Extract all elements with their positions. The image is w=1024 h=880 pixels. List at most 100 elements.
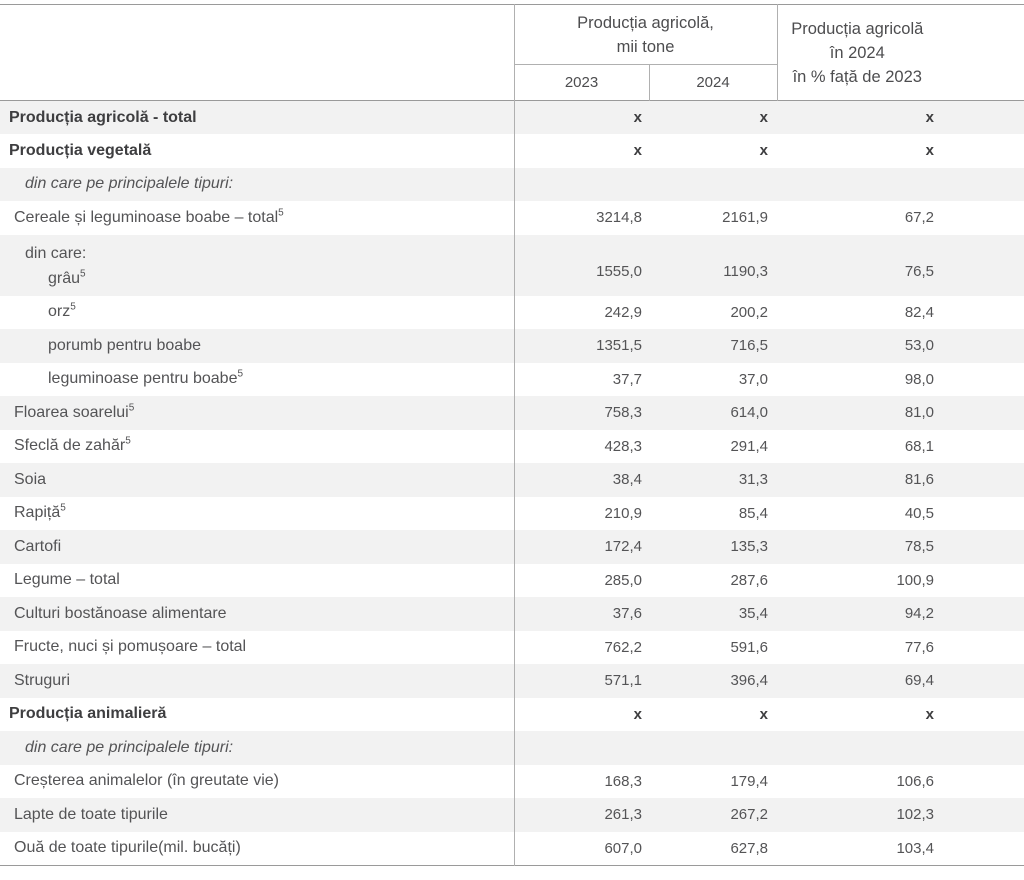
footnote-marker: 5 bbox=[60, 502, 66, 514]
value-percent: 67,2 bbox=[904, 209, 935, 227]
value-percent: 81,6 bbox=[904, 471, 935, 489]
row-label: Floarea soarelui5 bbox=[0, 396, 515, 430]
value-2024: 179,4 bbox=[730, 772, 769, 790]
value-percent: x bbox=[925, 109, 935, 126]
value-2024: 614,0 bbox=[730, 404, 769, 422]
table-row: Creșterea animalelor (în greutate vie) 16… bbox=[0, 764, 1024, 798]
value-percent: 106,6 bbox=[896, 772, 935, 790]
value-2024: 716,5 bbox=[730, 337, 769, 355]
value-2024: 200,2 bbox=[730, 303, 769, 321]
row-label-text: Struguri bbox=[14, 671, 71, 689]
row-label: porumb pentru boabe bbox=[0, 329, 515, 363]
table-row: Legume – total 285,0 287,6 100,9 bbox=[0, 563, 1024, 597]
value-2023: x bbox=[633, 142, 642, 160]
row-label-text: Ouă de toate tipurile(mil. bucăți) bbox=[14, 839, 241, 856]
value-percent: 77,6 bbox=[904, 638, 935, 656]
value-2024: x bbox=[759, 705, 769, 723]
row-label-text: Lapte de toate tipurile bbox=[14, 805, 168, 823]
value-2023: 1555,0 bbox=[596, 263, 642, 280]
value-2023: 37,6 bbox=[612, 605, 642, 623]
row-label: orz5 bbox=[0, 295, 515, 329]
row-label: din care pe principalele tipuri: bbox=[0, 731, 515, 765]
table-body: Producția agricolă - total x x x Producția v… bbox=[0, 100, 1024, 865]
value-percent: 98,0 bbox=[904, 370, 935, 388]
footnote-marker: 5 bbox=[128, 402, 135, 414]
value-2023: 38,4 bbox=[612, 471, 642, 489]
column-header-2023: 2023 bbox=[514, 64, 650, 101]
footnote-marker: 5 bbox=[80, 268, 86, 280]
row-label-text: Rapiță5 bbox=[14, 502, 66, 522]
production-table: Producția agricolă, mii tone Producția a… bbox=[0, 4, 1024, 866]
row-label-text: orz5 bbox=[48, 301, 76, 321]
value-2023 bbox=[514, 731, 649, 765]
value-2023: 168,3 bbox=[604, 772, 642, 790]
table-row: Struguri 571,1 396,4 69,4 bbox=[0, 664, 1024, 698]
value-2023 bbox=[514, 168, 649, 202]
row-label-subtext: grâu5 bbox=[48, 268, 86, 287]
row-label: Producția animalieră bbox=[0, 697, 515, 731]
row-label-text: din care pe principalele tipuri: bbox=[25, 175, 234, 193]
value-percent: 53,0 bbox=[904, 337, 935, 355]
row-label-text: Fructe, nuci și pomușoare – total bbox=[14, 638, 247, 656]
group-header-line1: Producția agricolă, bbox=[577, 13, 714, 32]
row-label-text: Floarea soarelui5 bbox=[14, 402, 135, 421]
value-2024: 35,4 bbox=[738, 605, 769, 623]
value-percent: 94,2 bbox=[904, 605, 935, 623]
column-group-header-production: Producția agricolă, mii tone bbox=[514, 4, 778, 65]
value-2024: 291,4 bbox=[730, 437, 769, 455]
table-row: Ouă de toate tipurile(mil. bucăți) 607,0 6… bbox=[0, 831, 1024, 865]
row-label-text: Soia bbox=[14, 470, 47, 488]
row-label: Culturi bostănoase alimentare bbox=[0, 597, 515, 631]
row-label-text: leguminoase pentru boabe5 bbox=[48, 368, 244, 388]
value-percent: 81,0 bbox=[904, 404, 935, 422]
value-2023: 1351,5 bbox=[596, 337, 642, 355]
value-2024: 627,8 bbox=[730, 839, 769, 857]
table-row: Soia 38,4 31,3 81,6 bbox=[0, 463, 1024, 497]
value-2023: 762,2 bbox=[604, 638, 642, 656]
value-2023: 261,3 bbox=[604, 806, 642, 824]
table-row: Cereale și leguminoase boabe – total5 321… bbox=[0, 201, 1024, 235]
table-row: Producția agricolă - total x x x bbox=[0, 100, 1024, 134]
row-label: Cereale și leguminoase boabe – total5 bbox=[0, 201, 515, 235]
row-label: Lapte de toate tipurile bbox=[0, 798, 515, 832]
row-label-text: Producția animalieră bbox=[9, 705, 167, 723]
value-2024: 85,4 bbox=[738, 504, 769, 522]
value-percent: 100,9 bbox=[896, 571, 935, 589]
table-row: orz5 242,9 200,2 82,4 bbox=[0, 295, 1024, 329]
footnote-marker: 5 bbox=[278, 207, 284, 219]
table-row: leguminoase pentru boabe5 37,7 37,0 98,0 bbox=[0, 362, 1024, 396]
value-percent: 69,4 bbox=[904, 672, 935, 690]
value-2024: 2161,9 bbox=[722, 209, 769, 227]
row-label: Fructe, nuci și pomușoare – total bbox=[0, 630, 515, 664]
row-label: Creșterea animalelor (în greutate vie) bbox=[0, 764, 515, 798]
row-label: Soia bbox=[0, 463, 515, 497]
column-header-percent: Producția agricolă în 2024 în % față de … bbox=[777, 5, 1024, 101]
row-label-text: Cartofi bbox=[14, 537, 62, 555]
table-row: porumb pentru boabe 1351,5 716,5 53,0 bbox=[0, 329, 1024, 363]
footnote-marker: 5 bbox=[237, 368, 244, 380]
value-2023: 210,9 bbox=[604, 504, 642, 522]
value-2024: 267,2 bbox=[730, 806, 769, 824]
value-2024: 31,3 bbox=[738, 471, 769, 489]
value-percent: 78,5 bbox=[904, 538, 935, 556]
row-label: Producția agricolă - total bbox=[0, 100, 515, 134]
value-2023: 37,7 bbox=[612, 370, 642, 388]
value-2023: 428,3 bbox=[604, 437, 642, 455]
value-2023: 242,9 bbox=[604, 303, 642, 321]
table-row: din care pe principalele tipuri: bbox=[0, 167, 1024, 202]
value-percent bbox=[777, 731, 1024, 765]
row-label-text: Creșterea animalelor (în greutate vie) bbox=[14, 772, 280, 790]
table-row: Floarea soarelui5 758,3 614,0 81,0 bbox=[0, 396, 1024, 430]
value-2023: x bbox=[633, 705, 642, 723]
table-row: Rapiță5 210,9 85,4 40,5 bbox=[0, 496, 1024, 530]
value-2023: 172,4 bbox=[604, 538, 642, 556]
row-label-text: porumb pentru boabe bbox=[48, 336, 201, 354]
row-label-text: Legume – total bbox=[14, 571, 120, 589]
value-percent: 68,1 bbox=[904, 437, 935, 455]
value-percent: 82,4 bbox=[904, 303, 935, 321]
value-2024: 135,3 bbox=[730, 538, 769, 556]
row-label: Ouă de toate tipurile(mil. bucăți) bbox=[0, 831, 515, 865]
footnote-marker: 5 bbox=[125, 435, 131, 447]
row-label: Producția vegetală bbox=[0, 134, 515, 168]
